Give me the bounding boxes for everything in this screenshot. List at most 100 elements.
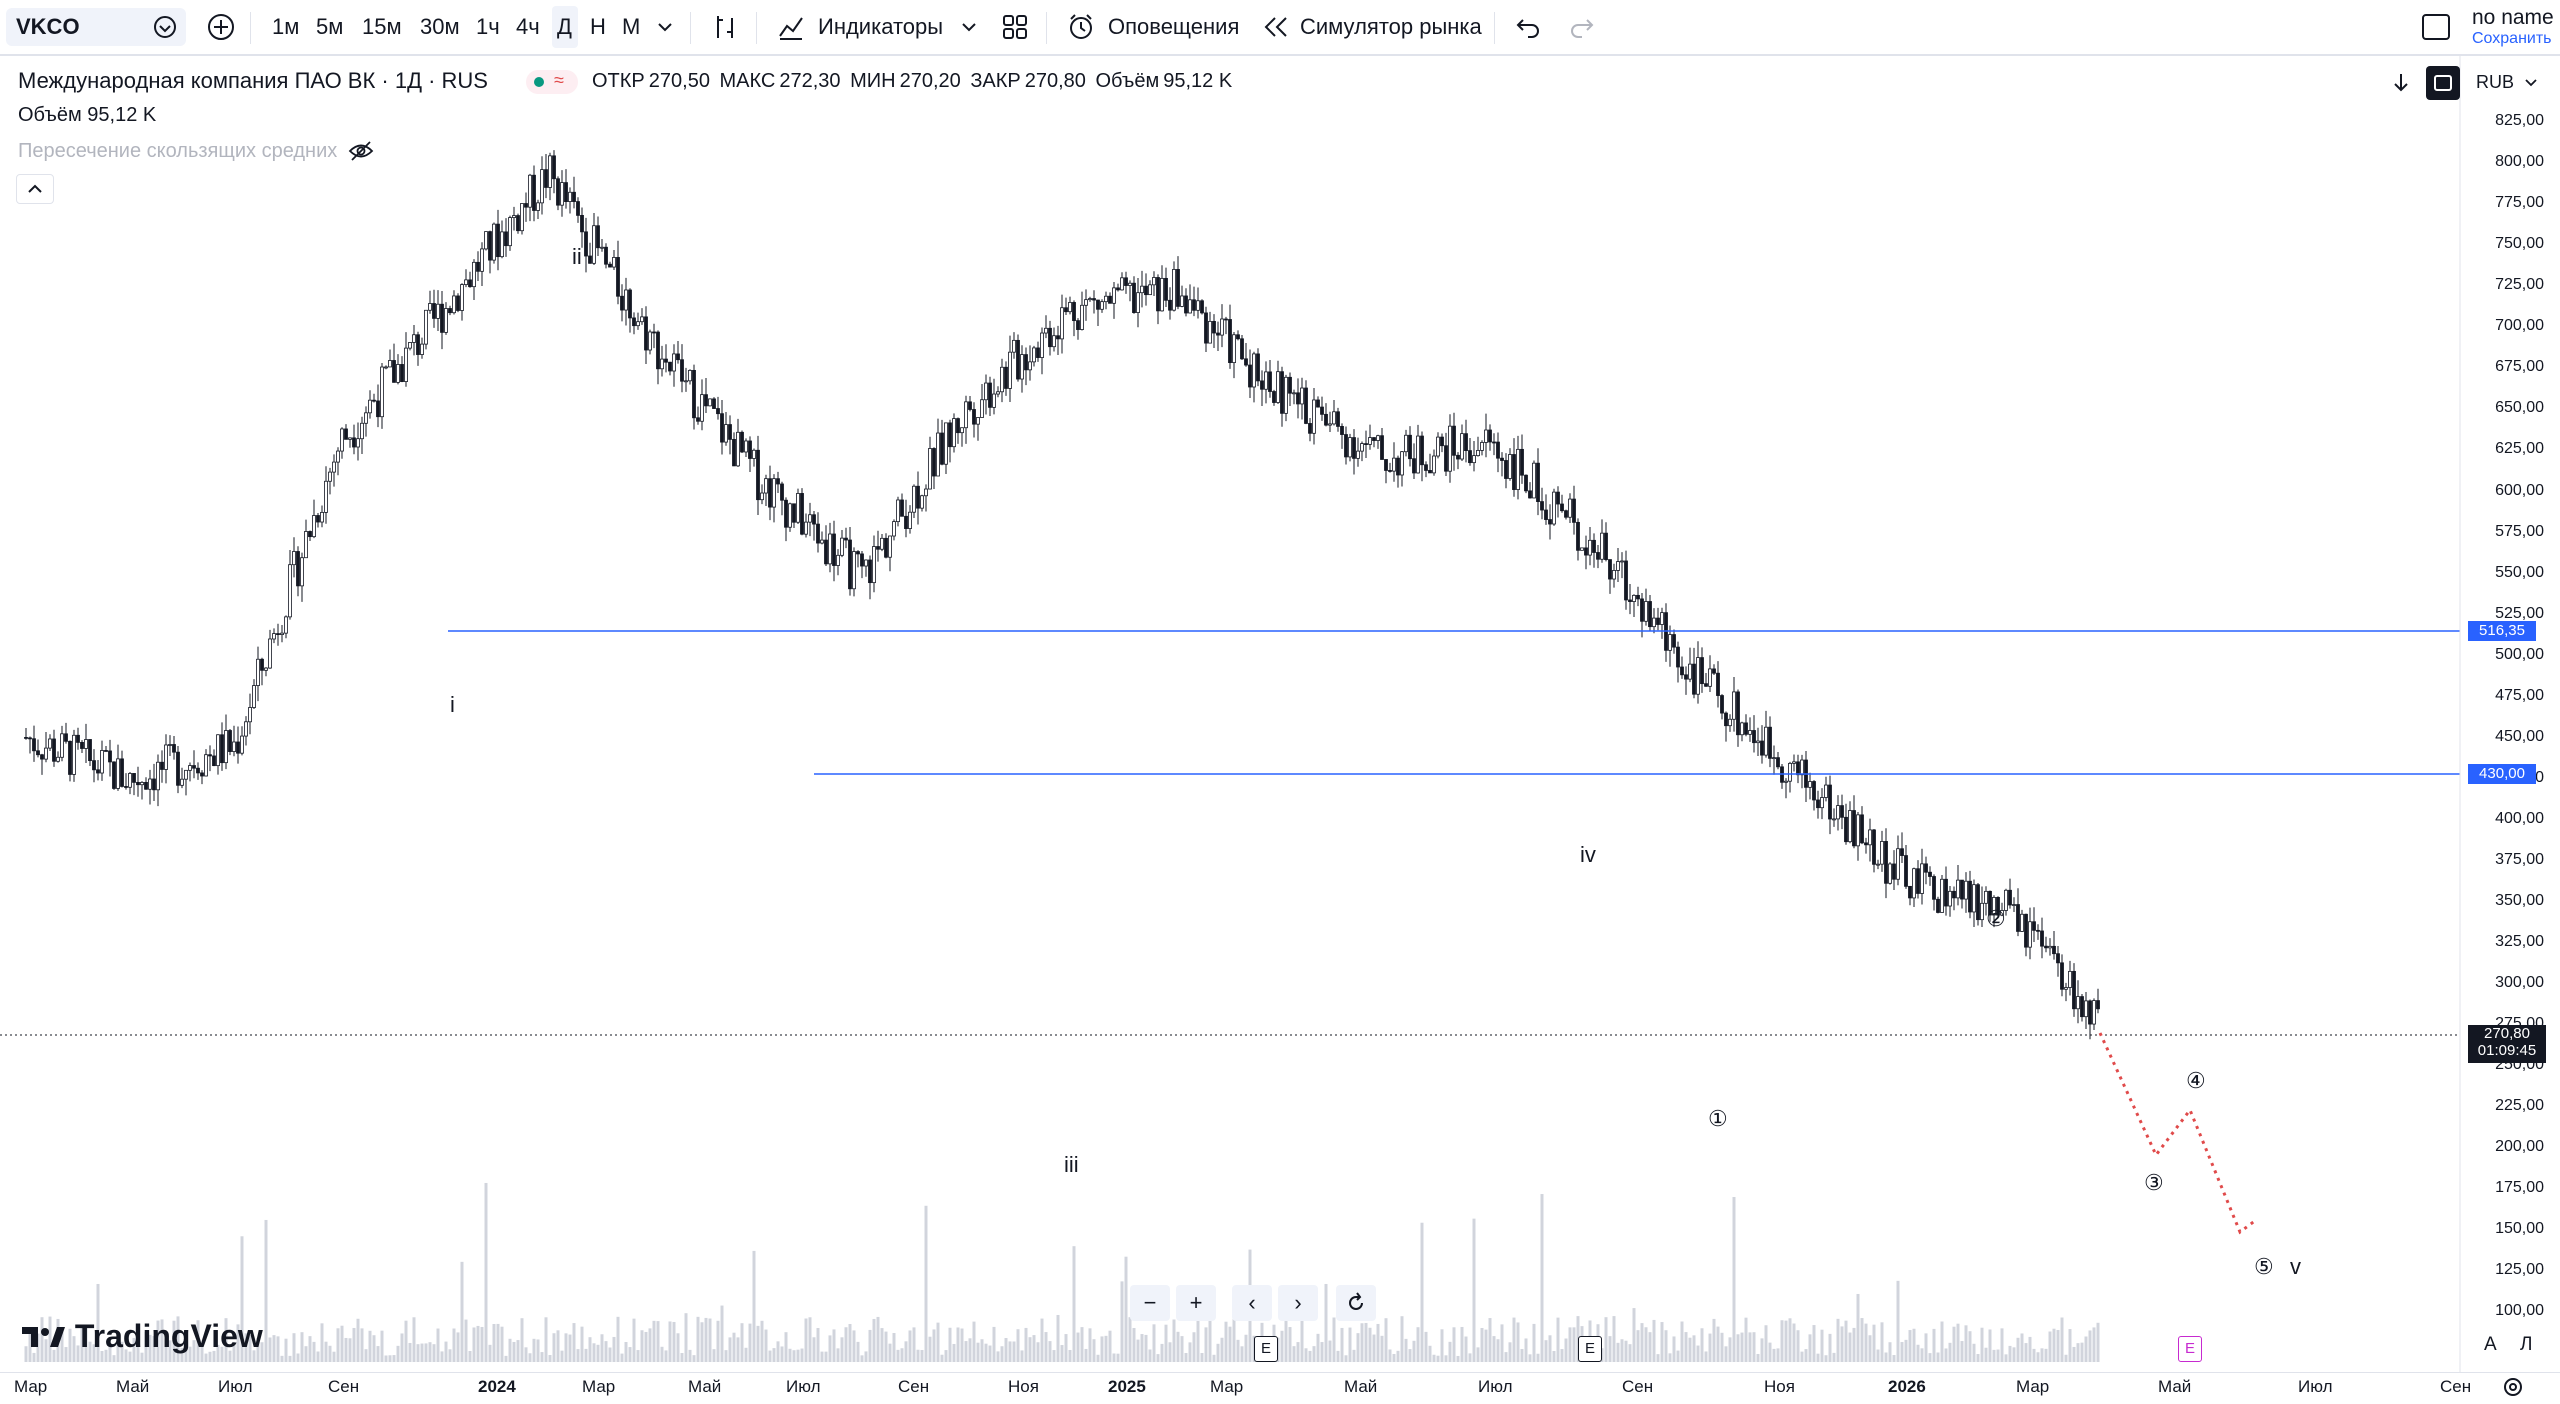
market-status-badge[interactable]: ≈ [526, 70, 578, 94]
interval-30m[interactable]: 30м [420, 14, 460, 39]
chart-type-icon[interactable] [710, 12, 740, 42]
wave-label-2[interactable]: ② [1986, 906, 2006, 931]
wave-label-v[interactable]: v [2290, 1254, 2301, 1279]
volume-legend[interactable]: Объём 95,12 K [18, 104, 157, 126]
market-simulator-button[interactable]: Симулятор рынка [1300, 14, 1482, 39]
layout-name[interactable]: no name [2472, 6, 2554, 29]
candle-body [1488, 429, 1492, 443]
candle-body [288, 564, 292, 618]
price-axis[interactable]: 825,00 800,00 775,00 750,00 725,00 700,0… [2460, 54, 2560, 1374]
reset-chart-button[interactable] [1336, 1285, 1376, 1321]
volume-bar [728, 1337, 732, 1362]
volume-bar [64, 1347, 68, 1362]
wave-label-i[interactable]: i [450, 692, 455, 717]
wave-label-5[interactable]: ⑤ [2254, 1254, 2274, 1279]
candle-body [1980, 902, 1984, 921]
earnings-marker-icon[interactable]: E [1578, 1336, 1602, 1362]
volume-bar [576, 1349, 580, 1362]
wave-label-1[interactable]: ① [1708, 1106, 1728, 1131]
volume-bar [2080, 1342, 2084, 1362]
zoom-out-button[interactable]: − [1130, 1285, 1170, 1321]
volume-bar [840, 1337, 844, 1362]
alerts-button[interactable]: Оповещения [1108, 14, 1240, 39]
price-chart[interactable] [0, 0, 2560, 1372]
candle-body [1996, 896, 2000, 916]
indicators-icon[interactable] [776, 12, 806, 42]
auto-scale-button[interactable] [2426, 66, 2460, 100]
wave-label-3[interactable]: ③ [2144, 1170, 2164, 1195]
candle-body [944, 422, 948, 465]
tradingview-logo[interactable]: TradingView [20, 1318, 263, 1355]
undo-icon[interactable] [1514, 14, 1542, 40]
layout-grid-icon[interactable] [1000, 12, 1030, 42]
zoom-in-button[interactable]: + [1176, 1285, 1216, 1321]
interval-15m[interactable]: 15м [362, 14, 402, 39]
candle-body [816, 523, 820, 544]
volume-bar [68, 1328, 72, 1362]
add-symbol-icon[interactable] [206, 12, 236, 42]
candle-body [460, 284, 464, 311]
candle-body [620, 295, 624, 311]
settings-icon[interactable] [2500, 1374, 2526, 1400]
redo-icon[interactable] [1568, 14, 1596, 40]
candle-body [840, 537, 844, 556]
ma-cross-legend[interactable]: Пересечение скользящих средних [18, 140, 338, 162]
hline-516-price-label[interactable]: 516,35 [2468, 621, 2536, 641]
eye-hidden-icon[interactable] [348, 140, 374, 162]
interval-1m[interactable]: 1м [272, 14, 300, 39]
interval-4h[interactable]: 4ч [516, 14, 540, 39]
wave-label-iii[interactable]: iii [1064, 1152, 1079, 1177]
vol-label: Объём [1095, 70, 1160, 92]
candle-body [1952, 890, 1956, 899]
volume-bar [1396, 1350, 1400, 1362]
time-axis[interactable]: Мар Май Июл Сен 2024 Мар Май Июл Сен Ноя… [0, 1372, 2560, 1404]
volume-bar [1052, 1350, 1056, 1362]
auto-scale-toggle[interactable]: A [2484, 1334, 2497, 1355]
alarm-clock-icon[interactable] [1066, 12, 1096, 42]
volume-bar [476, 1325, 480, 1362]
candle-body [1256, 353, 1260, 382]
volume-bar [1888, 1342, 1892, 1362]
candle-body [616, 257, 620, 297]
hline-430-price-label[interactable]: 430,00 [2468, 764, 2536, 784]
scroll-left-button[interactable]: ‹ [1232, 1285, 1272, 1321]
volume-bar [1712, 1318, 1716, 1362]
volume-bar [1704, 1351, 1708, 1362]
rewind-icon[interactable] [1262, 14, 1290, 40]
vol-value: 95,12 K [1163, 70, 1233, 92]
interval-5m[interactable]: 5м [316, 14, 344, 39]
future-earnings-marker-icon[interactable]: E [2178, 1336, 2202, 1362]
chevron-down-icon[interactable] [656, 18, 674, 36]
interval-1w[interactable]: Н [590, 14, 606, 39]
chevron-down-icon[interactable] [2524, 76, 2538, 90]
arrow-down-icon[interactable] [2386, 68, 2416, 98]
log-scale-toggle[interactable]: Л [2520, 1334, 2533, 1355]
currency-selector[interactable]: RUB [2476, 72, 2515, 92]
symbol-info-icon[interactable] [152, 14, 178, 40]
wave-label-ii[interactable]: ii [572, 244, 582, 269]
earnings-marker-icon[interactable]: E [1254, 1336, 1278, 1362]
volume-bar [2064, 1354, 2068, 1362]
chevron-down-icon[interactable] [960, 18, 978, 36]
interval-1h[interactable]: 1ч [476, 14, 500, 39]
chart-legend-title[interactable]: Международная компания ПАО ВК · 1Д · RUS [18, 68, 488, 93]
candle-body [1504, 460, 1508, 479]
interval-1d[interactable]: Д [557, 14, 572, 39]
save-button[interactable]: Сохранить [2472, 30, 2552, 47]
candle-body [1008, 351, 1012, 389]
indicators-button[interactable]: Индикаторы [818, 14, 944, 39]
collapse-legend-button[interactable] [16, 174, 54, 204]
volume-bar [104, 1349, 108, 1362]
volume-bar [176, 1316, 180, 1362]
candle-body [1352, 437, 1356, 459]
candle-body [1044, 327, 1048, 334]
scroll-right-button[interactable]: › [1278, 1285, 1318, 1321]
candle-body [244, 721, 248, 737]
wave-label-4[interactable]: ④ [2186, 1068, 2206, 1093]
layout-window-icon[interactable] [2420, 12, 2452, 42]
interval-1mo[interactable]: М [622, 14, 641, 39]
volume-bar [668, 1321, 672, 1362]
wave-label-iv[interactable]: iv [1580, 842, 1596, 867]
volume-bar [1920, 1348, 1924, 1362]
volume-bar [2084, 1336, 2088, 1362]
